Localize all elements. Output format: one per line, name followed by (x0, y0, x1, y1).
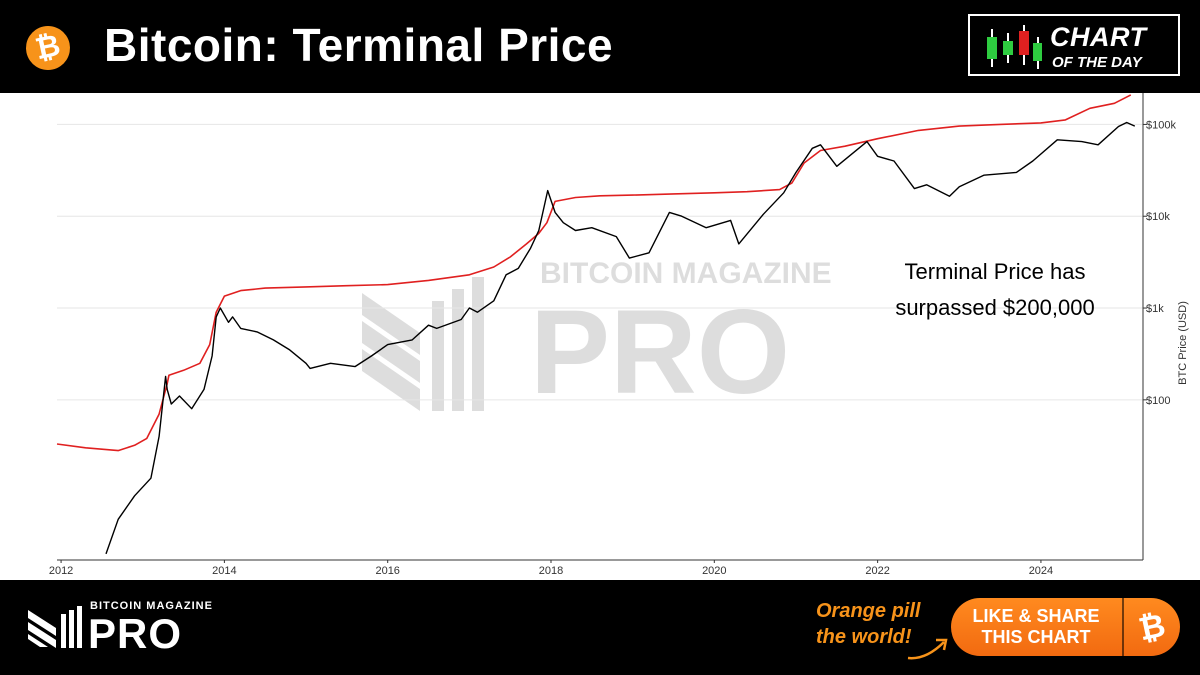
footer-bar: BITCOIN MAGAZINE PRO Orange pill the wor… (0, 580, 1200, 675)
tagline: Orange pill the world! (816, 598, 946, 650)
candlestick-icon (987, 25, 1042, 69)
button-divider (1122, 598, 1124, 656)
y-axis-label: BTC Price (USD) (1177, 301, 1189, 385)
tagline-line1: Orange pill (816, 600, 921, 622)
watermark-logo-icon (362, 277, 484, 411)
y-tick-label: $1k (1146, 303, 1164, 315)
annotation-line1: Terminal Price has (905, 259, 1086, 284)
annotation-line2: surpassed $200,000 (895, 295, 1094, 320)
header-bar: ₿ Bitcoin: Terminal Price CHART OF THE D… (0, 0, 1200, 93)
x-tick-label: 2012 (49, 565, 73, 577)
badge-line-of-the-day: OF THE DAY (1052, 54, 1142, 71)
watermark: BITCOIN MAGAZINE PRO (362, 257, 832, 419)
arrow-icon (907, 638, 948, 660)
footer-brand-line2: PRO (88, 610, 183, 657)
x-tick-label: 2014 (212, 565, 236, 577)
x-tick-label: 2016 (375, 565, 399, 577)
footer-brand-line1: BITCOIN MAGAZINE (90, 600, 213, 612)
terminal-price-line (56, 94, 1132, 452)
chart-of-the-day-badge: CHART OF THE DAY (968, 14, 1180, 76)
bitcoin-magazine-logo-icon (28, 606, 82, 648)
watermark-line1: BITCOIN MAGAZINE (540, 257, 832, 290)
tagline-line2: the world! (816, 626, 912, 648)
like-share-label: LIKE & SHARE THIS CHART (951, 606, 1121, 648)
like-share-label-line1: LIKE & SHARE (972, 606, 1100, 626)
terminal-price-chart: BITCOIN MAGAZINE PRO 2012 2014 2016 2018 202… (49, 93, 1189, 577)
x-tick-label: 2020 (702, 565, 726, 577)
btc-price-line (105, 121, 1136, 555)
chart-panel: BITCOIN MAGAZINE PRO 2012 2014 2016 2018 202… (0, 93, 1200, 580)
y-tick-label: $10k (1146, 211, 1170, 223)
watermark-line2: PRO (530, 285, 790, 419)
badge-line-chart: CHART (1050, 22, 1147, 52)
bitcoin-coin-icon: ₿ (21, 21, 75, 75)
bitcoin-icon: ₿ (1135, 606, 1169, 648)
x-tick-label: 2022 (865, 565, 889, 577)
y-tick-label: $100k (1146, 119, 1176, 131)
x-tick-label: 2018 (539, 565, 563, 577)
y-tick-label: $100 (1146, 395, 1170, 407)
page-title: Bitcoin: Terminal Price (104, 19, 614, 71)
x-tick-label: 2024 (1029, 565, 1053, 577)
like-share-label-line2: THIS CHART (981, 627, 1091, 647)
like-share-button[interactable]: LIKE & SHARE THIS CHART ₿ (951, 598, 1180, 656)
